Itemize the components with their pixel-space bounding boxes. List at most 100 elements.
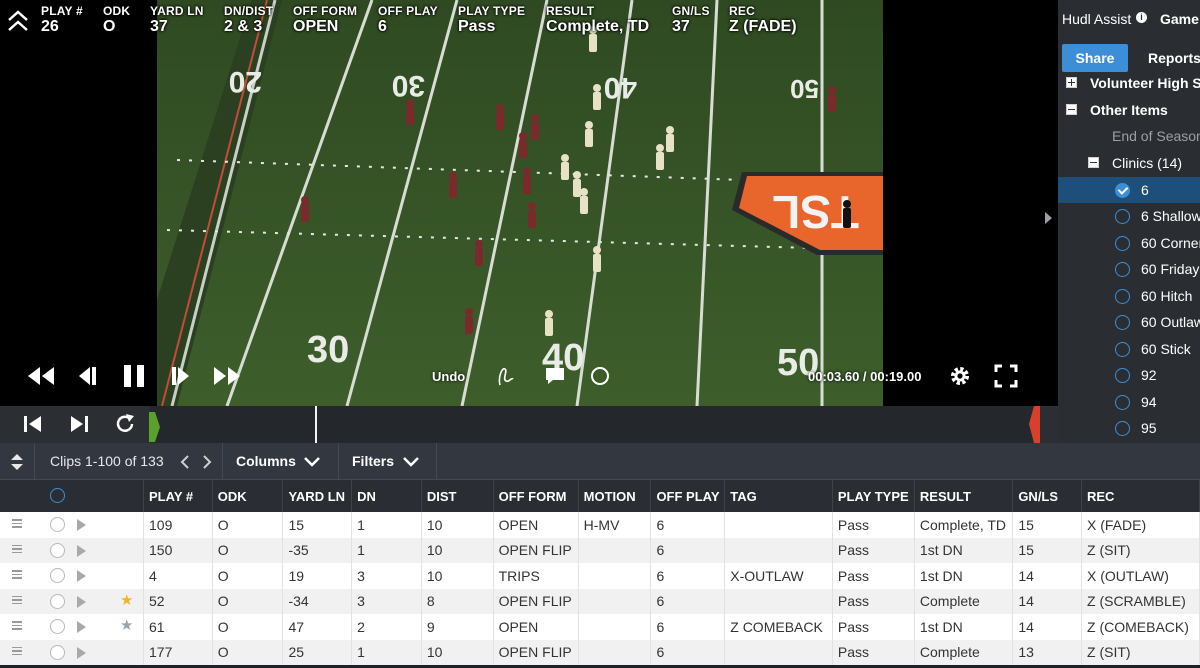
collapse-up-icon[interactable] xyxy=(6,8,30,34)
column-header[interactable]: OFF FORM xyxy=(493,480,579,512)
video-player[interactable]: 20 30 40 50 30 40 50 TSL xyxy=(0,0,1058,406)
column-header[interactable]: PLAY # xyxy=(143,480,213,512)
play-icon[interactable] xyxy=(77,646,86,659)
panel-expand-icon[interactable] xyxy=(1043,210,1053,226)
star-icon[interactable]: ★ xyxy=(120,617,134,634)
filters-button[interactable]: Filters xyxy=(352,453,395,469)
timeline-playhead[interactable] xyxy=(315,406,317,443)
tab-game[interactable]: Game xyxy=(1160,11,1199,27)
table-row[interactable]: 177 O 25 1 10 OPEN FLIP 6 Pass Complete 13 Z (SIT) xyxy=(0,639,1200,665)
tree-clip-92[interactable]: 92 xyxy=(1058,362,1200,388)
column-header[interactable]: RESULT xyxy=(914,480,1014,512)
tree-clip-60-outlaw[interactable]: 60 Outlaw xyxy=(1058,309,1200,335)
circle-icon[interactable] xyxy=(590,366,610,386)
table-row[interactable]: 150 O -35 1 10 OPEN FLIP 6 Pass 1st DN 15 Z (SIT) xyxy=(0,537,1200,563)
step-forward-icon[interactable] xyxy=(170,365,192,387)
radio-circle-icon[interactable] xyxy=(1115,262,1130,277)
row-select-radio-icon[interactable] xyxy=(50,542,65,558)
tree-clip-60-friday[interactable]: 60 Friday xyxy=(1058,256,1200,282)
tree-group-clinics[interactable]: Clinics (14) xyxy=(1058,150,1200,176)
columns-button[interactable]: Columns xyxy=(236,453,296,469)
tree-clip-60-stick[interactable]: 60 Stick xyxy=(1058,336,1200,362)
radio-circle-icon[interactable] xyxy=(1115,421,1130,436)
radio-circle-icon[interactable] xyxy=(1115,289,1130,304)
expand-icon[interactable] xyxy=(1066,77,1077,88)
clip-timeline[interactable] xyxy=(0,406,1058,443)
column-header[interactable]: REC xyxy=(1081,480,1200,512)
collapse-icon[interactable] xyxy=(1088,157,1099,168)
draw-icon[interactable] xyxy=(496,365,516,387)
row-select-radio-icon[interactable] xyxy=(50,644,65,660)
table-row[interactable]: 4 O 19 3 10 TRIPS 6 X-OUTLAW Pass 1st DN 14 X (OUTL… xyxy=(0,563,1200,589)
column-header[interactable]: DN xyxy=(351,480,422,512)
row-select-radio-icon[interactable] xyxy=(50,517,65,532)
radio-circle-icon[interactable] xyxy=(1115,209,1130,224)
timeline-end-marker[interactable] xyxy=(1029,406,1040,443)
table-row[interactable]: ★ 52 O -34 3 8 OPEN FLIP 6 Pass Complete 14 Z (SCRA… xyxy=(0,588,1200,614)
radio-circle-icon[interactable] xyxy=(1115,236,1130,251)
tree-clip-60-hitch[interactable]: 60 Hitch xyxy=(1058,283,1200,309)
column-header[interactable]: ODK xyxy=(212,480,284,512)
timeline-track[interactable] xyxy=(150,406,1038,443)
timeline-start-marker[interactable] xyxy=(149,412,160,442)
fast-forward-icon[interactable] xyxy=(212,365,242,387)
comment-icon[interactable] xyxy=(544,366,566,386)
play-icon[interactable] xyxy=(77,621,86,633)
column-header[interactable]: YARD LN xyxy=(282,480,353,512)
tree-clip-6[interactable]: 6 xyxy=(1058,177,1200,203)
checked-circle-icon[interactable] xyxy=(1115,183,1130,198)
chevron-down-icon[interactable] xyxy=(403,457,419,467)
column-header[interactable]: DIST xyxy=(421,480,494,512)
tree-group-other-items[interactable]: Other Items xyxy=(1058,97,1200,123)
undo-button[interactable]: Undo xyxy=(432,369,466,384)
skip-end-icon[interactable] xyxy=(68,414,90,434)
tree-group-volunteer[interactable]: Volunteer High S xyxy=(1058,70,1200,96)
radio-circle-icon[interactable] xyxy=(1115,368,1130,383)
reports-button[interactable]: Reports xyxy=(1148,50,1200,66)
rewind-icon[interactable] xyxy=(26,365,56,387)
step-back-icon[interactable] xyxy=(76,365,98,387)
tree-clip-94[interactable]: 94 xyxy=(1058,389,1200,415)
drag-handle-icon[interactable] xyxy=(12,570,22,580)
pause-icon[interactable] xyxy=(122,363,146,389)
tab-hudl-assist[interactable]: Hudl Assist xyxy=(1062,11,1132,27)
column-header[interactable]: TAG xyxy=(724,480,833,512)
skip-start-icon[interactable] xyxy=(22,414,44,434)
drag-handle-icon[interactable] xyxy=(12,595,22,606)
column-header[interactable]: PLAY TYPE xyxy=(832,480,915,512)
star-icon[interactable]: ★ xyxy=(120,591,134,609)
drag-handle-icon[interactable] xyxy=(12,544,22,555)
play-icon[interactable] xyxy=(77,519,86,531)
play-icon[interactable] xyxy=(77,595,86,608)
chevron-down-icon[interactable] xyxy=(304,457,320,467)
column-header[interactable]: MOTION xyxy=(578,480,652,512)
tree-item-end-of-season[interactable]: End of Season xyxy=(1058,123,1200,149)
tree-clip-60-corner[interactable]: 60 Corner xyxy=(1058,230,1200,256)
settings-icon[interactable] xyxy=(948,364,972,388)
chevron-left-icon[interactable] xyxy=(180,455,190,469)
row-select-radio-icon[interactable] xyxy=(50,568,65,583)
radio-circle-icon[interactable] xyxy=(1115,342,1130,357)
collapse-icon[interactable] xyxy=(1066,104,1077,115)
info-icon[interactable]: i xyxy=(1136,12,1147,23)
tree-clip-95[interactable]: 95 xyxy=(1058,415,1200,441)
radio-circle-icon[interactable] xyxy=(1115,315,1130,330)
row-select-radio-icon[interactable] xyxy=(50,619,65,634)
play-icon[interactable] xyxy=(77,570,86,582)
row-select-radio-icon[interactable] xyxy=(50,593,65,609)
drag-handle-icon[interactable] xyxy=(12,519,22,529)
column-header[interactable]: OFF PLAY xyxy=(650,480,726,512)
select-all-radio-icon[interactable] xyxy=(50,488,65,503)
fullscreen-icon[interactable] xyxy=(994,364,1018,388)
chevron-right-icon[interactable] xyxy=(202,455,212,469)
game-film-frame[interactable]: 20 30 40 50 30 40 50 TSL xyxy=(157,0,883,406)
table-row[interactable]: ★ 61 O 47 2 9 OPEN 6 Z COMEBACK Pass 1st DN 14 Z (CO… xyxy=(0,614,1200,640)
drag-handle-icon[interactable] xyxy=(12,621,22,631)
table-row[interactable]: 109 O 15 1 10 OPEN H-MV 6 Pass Complete, TD 15 X (F… xyxy=(0,512,1200,538)
play-icon[interactable] xyxy=(77,544,86,557)
loop-icon[interactable] xyxy=(114,413,136,435)
share-button[interactable]: Share xyxy=(1062,44,1128,72)
expand-collapse-icon[interactable] xyxy=(10,453,24,471)
radio-circle-icon[interactable] xyxy=(1115,395,1130,410)
column-header[interactable]: GN/LS xyxy=(1012,480,1082,512)
